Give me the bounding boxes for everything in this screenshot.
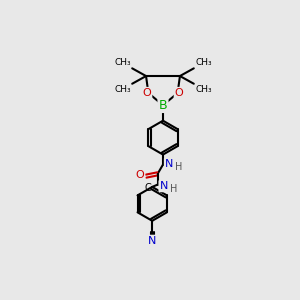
Text: O: O <box>142 88 151 98</box>
Text: C: C <box>144 184 151 194</box>
Text: H: H <box>175 162 183 172</box>
Text: CH₃: CH₃ <box>114 85 131 94</box>
Text: N: N <box>165 159 173 169</box>
Text: H: H <box>170 184 177 194</box>
Text: B: B <box>159 99 167 112</box>
Text: O: O <box>175 88 184 98</box>
Text: N: N <box>148 236 156 246</box>
Text: O: O <box>136 169 144 180</box>
Text: CH₃: CH₃ <box>195 58 212 67</box>
Text: CH₃: CH₃ <box>195 85 212 94</box>
Text: CH₃: CH₃ <box>114 58 131 67</box>
Text: N: N <box>160 181 168 191</box>
